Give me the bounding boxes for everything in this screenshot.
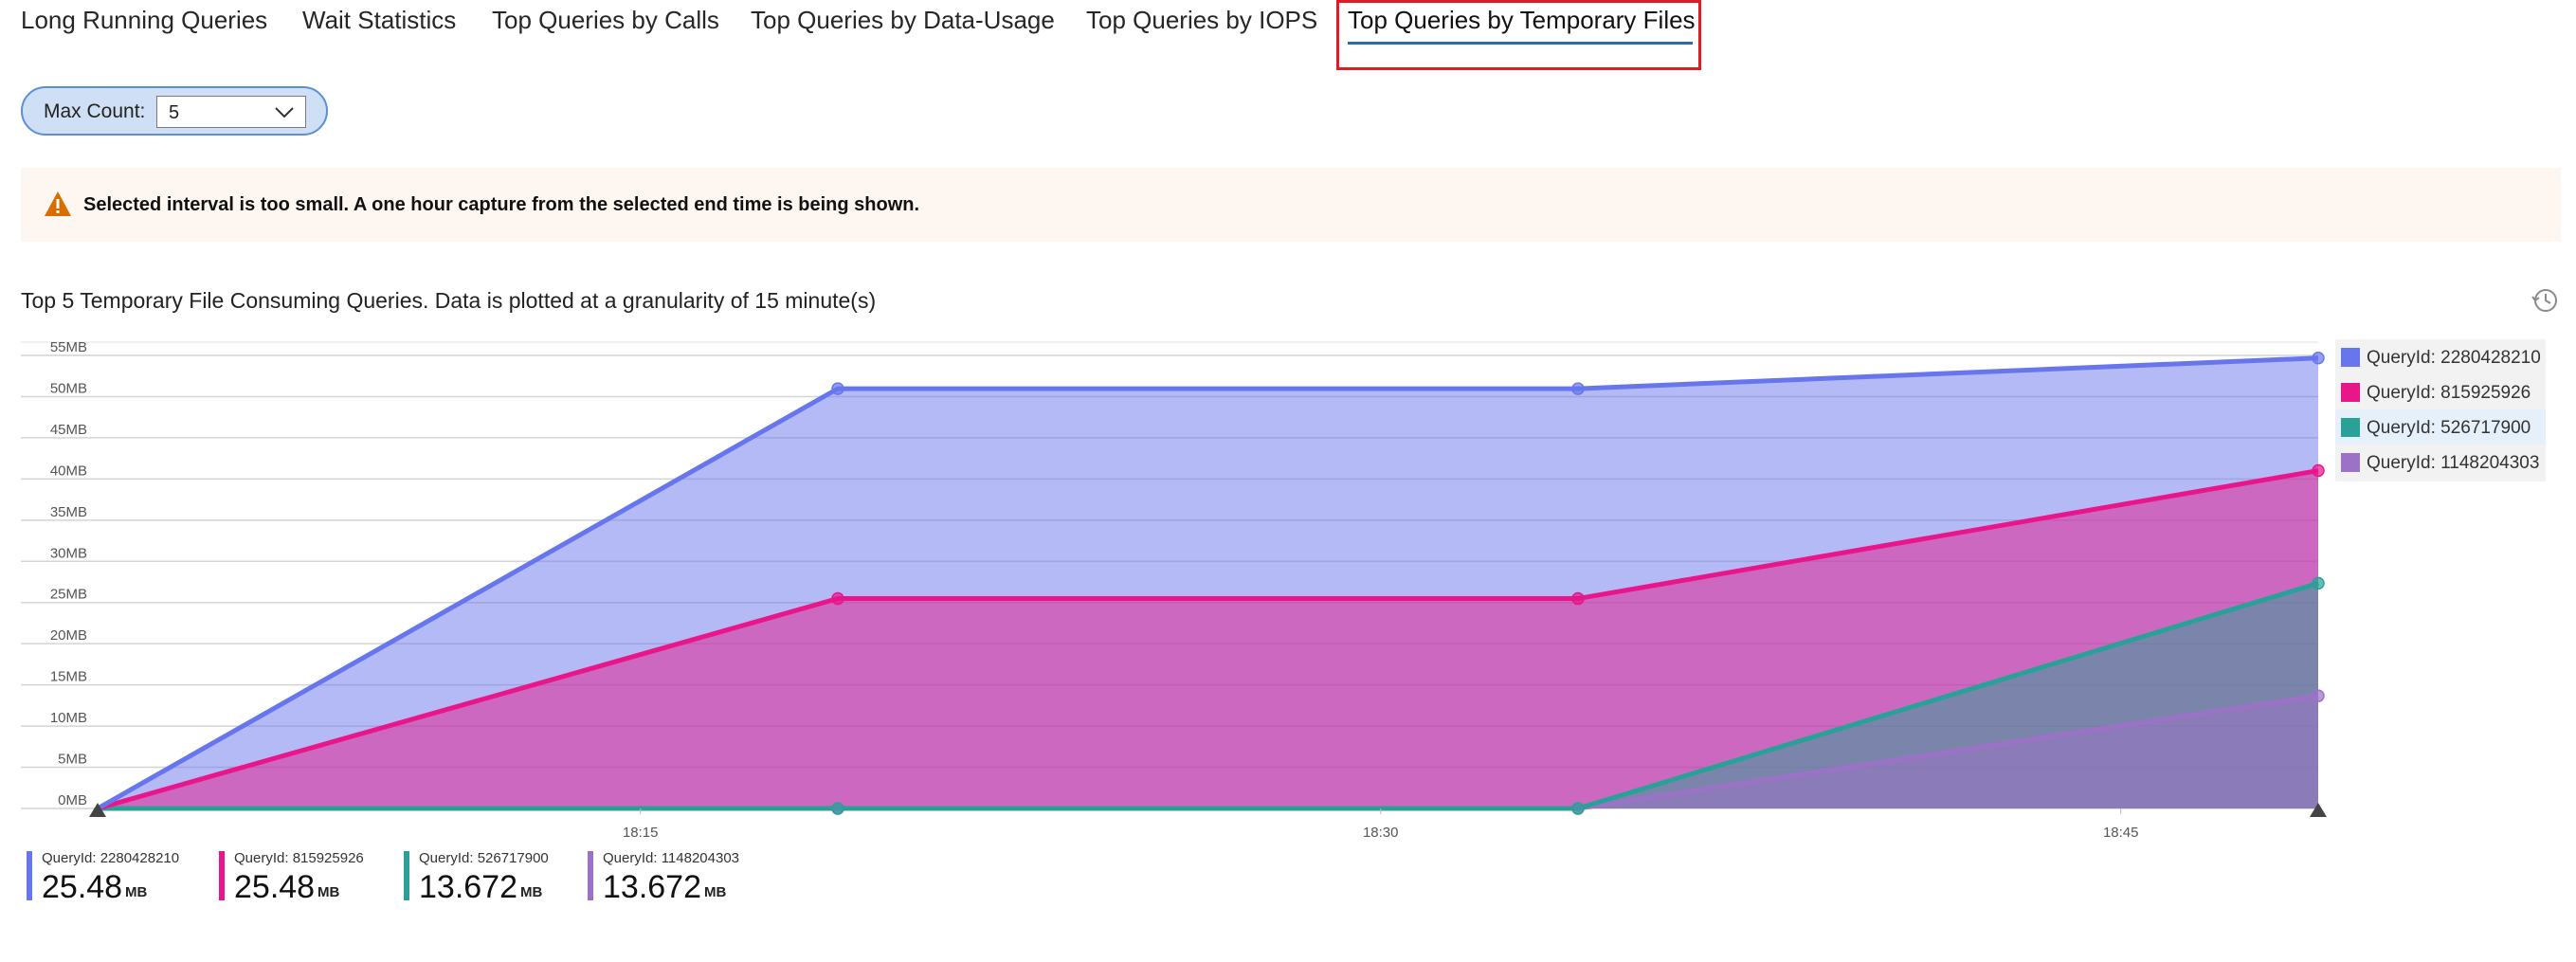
tab-top-queries-by-temporary-files[interactable]: Top Queries by Temporary Files (1348, 6, 1696, 34)
data-point (1571, 802, 1585, 815)
max-count-value: 5 (169, 102, 180, 123)
data-point (831, 591, 844, 606)
y-tick-label: 15MB (50, 669, 87, 685)
range-end-handle[interactable] (2310, 803, 2327, 817)
tab-top-queries-by-iops[interactable]: Top Queries by IOPS (1086, 6, 1318, 34)
max-count-control: Max Count: 5 (21, 86, 328, 136)
summary-unit: MB (704, 884, 727, 900)
y-tick-label: 40MB (50, 463, 87, 479)
y-tick-label: 55MB (50, 339, 87, 355)
summary-color-bar (404, 851, 409, 900)
x-axis-ticks: 18:15 18:30 18:45 (623, 808, 2139, 841)
series-area (98, 696, 2318, 808)
y-tick-label: 20MB (50, 627, 87, 644)
x-tick-label: 18:30 (1363, 825, 1399, 841)
chart-title: Top 5 Temporary File Consuming Queries. … (21, 288, 877, 313)
tab-bar: Long Running Queries Wait Statistics Top… (0, 0, 2576, 70)
y-tick-label: 5MB (58, 752, 87, 768)
summary-value: 13.672 (603, 869, 701, 905)
warning-icon (45, 191, 71, 216)
summary-name: QueryId: 2280428210 (42, 850, 180, 866)
y-tick-label: 25MB (50, 587, 87, 603)
data-point (2312, 576, 2325, 590)
summary-unit: MB (520, 884, 543, 900)
chart-legend: QueryId: 2280428210 QueryId: 815925926 Q… (2335, 339, 2546, 481)
series-line (98, 580, 2319, 811)
y-tick-label: 0MB (58, 792, 87, 808)
tab-wait-statistics[interactable]: Wait Statistics (302, 6, 457, 34)
y-tick-label: 30MB (50, 545, 87, 561)
summary-name: QueryId: 815925926 (234, 850, 364, 866)
tab-top-queries-by-data-usage[interactable]: Top Queries by Data-Usage (751, 6, 1055, 34)
legend-label: QueryId: 526717900 (2367, 418, 2531, 438)
area-chart: 0MB 5MB 10MB 15MB 20MB 25MB 30MB 35MB 40MB 45MB 50… (21, 339, 2327, 841)
x-tick-label: 18:45 (2103, 825, 2139, 841)
summary-unit: MB (317, 884, 340, 900)
chevron-down-icon (275, 107, 294, 118)
summary-color-bar (588, 851, 593, 900)
legend-item[interactable]: QueryId: 1148204303 (2335, 445, 2546, 480)
range-start-handle[interactable] (89, 803, 106, 817)
summary-color-bar (219, 851, 225, 900)
data-point (2312, 463, 2325, 478)
legend-swatch (2341, 418, 2360, 437)
legend-swatch (2341, 348, 2360, 367)
tab-long-running-queries[interactable]: Long Running Queries (21, 6, 268, 34)
history-icon[interactable] (2531, 286, 2559, 315)
series-lines (96, 355, 2319, 811)
warning-banner: Selected interval is too small. A one ho… (21, 168, 2561, 242)
series-line (96, 355, 2319, 811)
max-count-label: Max Count: (44, 100, 146, 122)
summary-name: QueryId: 1148204303 (603, 850, 740, 866)
data-point (2312, 351, 2325, 365)
series-areas (98, 357, 2318, 808)
series-area (98, 470, 2318, 808)
active-tab-highlight-box (1336, 0, 1701, 70)
legend-item[interactable]: QueryId: 2280428210 (2335, 339, 2546, 374)
summary-color-bar (27, 851, 32, 900)
data-point (831, 802, 844, 815)
y-tick-label: 10MB (50, 710, 87, 726)
x-tick-label: 18:15 (623, 825, 659, 841)
data-point (1571, 382, 1585, 395)
tab-top-queries-by-calls[interactable]: Top Queries by Calls (492, 6, 719, 34)
legend-item[interactable]: QueryId: 526717900 (2335, 409, 2546, 445)
series-line (97, 468, 2319, 811)
y-tick-label: 35MB (50, 504, 87, 520)
summary-value: 25.48 (42, 869, 123, 905)
y-axis-ticks: 0MB 5MB 10MB 15MB 20MB 25MB 30MB 35MB 40MB 45MB 50… (50, 339, 87, 808)
summary-value: 13.672 (419, 869, 517, 905)
data-point (1571, 591, 1585, 606)
series-points (831, 351, 2325, 815)
max-count-select[interactable]: 5 (156, 96, 306, 128)
warning-text: Selected interval is too small. A one ho… (83, 194, 920, 215)
y-tick-label: 50MB (50, 380, 87, 396)
summary-value: 25.48 (234, 869, 316, 905)
legend-item[interactable]: QueryId: 815925926 (2335, 374, 2546, 409)
summary-unit: MB (125, 884, 148, 900)
active-tab-underline (1348, 42, 1693, 45)
legend-label: QueryId: 815925926 (2367, 383, 2531, 403)
data-point (2312, 689, 2325, 702)
legend-label: QueryId: 2280428210 (2367, 348, 2541, 368)
summary-name: QueryId: 526717900 (419, 850, 549, 866)
legend-label: QueryId: 1148204303 (2367, 453, 2540, 473)
legend-swatch (2341, 383, 2360, 402)
y-tick-label: 45MB (50, 422, 87, 438)
legend-swatch (2341, 453, 2360, 472)
data-point (831, 382, 844, 395)
